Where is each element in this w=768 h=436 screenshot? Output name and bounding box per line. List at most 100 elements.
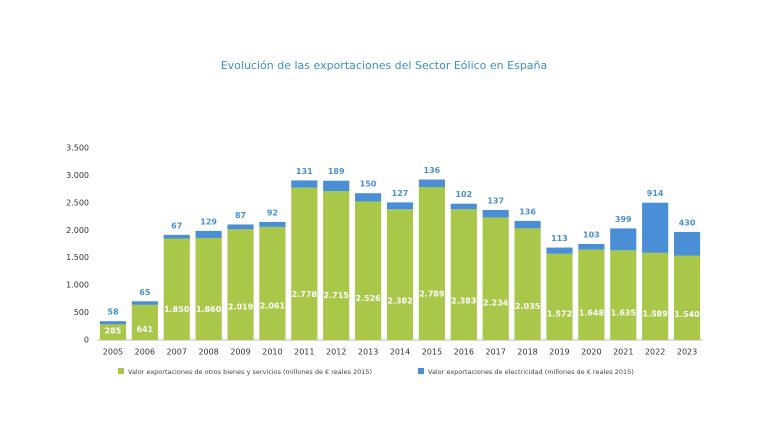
value-label: 2.234: [483, 299, 509, 308]
bar-segment: [131, 304, 158, 340]
y-tick-label: 1.000: [66, 281, 89, 290]
value-label: 136: [519, 207, 536, 216]
x-tick-label: 2020: [581, 348, 601, 357]
bar-segment: [227, 229, 254, 340]
bar-segment: [418, 179, 445, 188]
bar-segment: [642, 252, 669, 340]
x-tick-label: 2021: [613, 348, 633, 357]
x-tick-label: 2008: [198, 348, 218, 357]
bar-segment: [546, 253, 573, 340]
bar-segment: [642, 202, 669, 253]
value-label: 150: [360, 180, 377, 189]
x-tick-label: 2019: [549, 348, 569, 357]
x-tick-label: 2012: [326, 348, 346, 357]
value-label: 67: [171, 221, 182, 230]
value-label: 1.589: [643, 309, 669, 318]
value-label: 129: [200, 217, 217, 226]
bar-segment: [131, 301, 158, 305]
x-tick-label: 2013: [358, 348, 378, 357]
value-label: 2.382: [387, 296, 412, 305]
bar-segment: [355, 193, 382, 202]
bar-segment: [546, 247, 573, 254]
value-label: 430: [679, 218, 696, 227]
value-label: 914: [647, 189, 664, 198]
bar-segment: [99, 324, 127, 340]
legend-label: Valor exportaciones de otros bienes y se…: [128, 368, 372, 376]
x-tick-label: 2023: [677, 348, 697, 357]
bar-segment: [259, 226, 286, 340]
bar-segment: [514, 228, 541, 340]
bar-segment: [610, 250, 637, 340]
bar-segment: [355, 201, 382, 340]
value-label: 87: [235, 211, 246, 220]
bar-segment: [482, 217, 509, 340]
y-tick-label: 3.000: [66, 171, 89, 180]
value-label: 2.019: [228, 302, 254, 311]
value-label: 2.778: [292, 290, 318, 299]
x-tick-label: 2022: [645, 348, 665, 357]
value-label: 127: [392, 189, 409, 198]
value-label: 2.035: [515, 302, 541, 311]
bar-segment: [323, 180, 350, 192]
value-label: 2.526: [355, 294, 381, 303]
bar-segment: [578, 249, 605, 340]
value-label: 102: [455, 190, 472, 199]
legend-swatch: [418, 368, 424, 374]
value-label: 1.540: [674, 310, 700, 319]
bar-segment: [163, 234, 190, 239]
x-tick-label: 2018: [517, 348, 537, 357]
bar-segment: [259, 221, 286, 227]
y-tick-label: 2.500: [66, 198, 89, 207]
bar-segment: [578, 243, 605, 250]
value-label: 1.572: [547, 310, 572, 319]
value-label: 2.789: [419, 290, 445, 299]
value-label: 2.715: [324, 291, 350, 300]
bar-segment: [291, 187, 318, 340]
y-tick-label: 500: [74, 308, 89, 317]
bar-segment: [163, 238, 190, 340]
bar-segment: [386, 202, 414, 210]
bar-segment: [386, 209, 414, 340]
value-label: 189: [328, 167, 345, 176]
legend-label: Valor exportaciones de electricidad (mil…: [428, 368, 634, 376]
value-label: 399: [615, 215, 632, 224]
y-tick-label: 1.500: [66, 253, 89, 262]
x-tick-label: 2011: [294, 348, 314, 357]
x-tick-label: 2014: [390, 348, 410, 357]
bar-segment: [195, 230, 222, 238]
bar-segment: [291, 180, 318, 188]
x-tick-label: 2009: [230, 348, 250, 357]
value-label: 2.061: [260, 302, 286, 311]
x-tick-label: 2015: [422, 348, 442, 357]
value-label: 1.850: [164, 305, 190, 314]
bar-segment: [482, 209, 509, 218]
x-tick-label: 2007: [167, 348, 187, 357]
legend-swatch: [118, 368, 124, 374]
bar-segment: [418, 187, 445, 340]
y-tick-label: 0: [84, 336, 89, 345]
bar-segment: [673, 255, 701, 340]
value-label: 641: [136, 325, 153, 334]
chart-title: Evolución de las exportaciones del Secto…: [221, 59, 548, 72]
x-tick-label: 2017: [486, 348, 506, 357]
x-tick-label: 2005: [103, 348, 123, 357]
bar-segment: [514, 220, 541, 229]
bar-segment: [323, 191, 350, 340]
value-label: 92: [267, 208, 278, 217]
bar-segment: [673, 231, 701, 256]
value-label: 1.635: [611, 309, 637, 318]
value-label: 1.860: [196, 305, 222, 314]
bar-segment: [99, 321, 127, 325]
x-tick-label: 2016: [454, 348, 474, 357]
value-label: 65: [139, 288, 151, 297]
bar-segment: [450, 209, 477, 340]
y-tick-label: 2.000: [66, 226, 89, 235]
value-label: 136: [424, 166, 441, 175]
x-tick-label: 2006: [135, 348, 155, 357]
x-tick-label: 2010: [262, 348, 282, 357]
value-label: 285: [105, 327, 122, 336]
value-label: 137: [487, 196, 504, 205]
value-label: 58: [107, 308, 119, 317]
value-label: 113: [551, 234, 568, 243]
